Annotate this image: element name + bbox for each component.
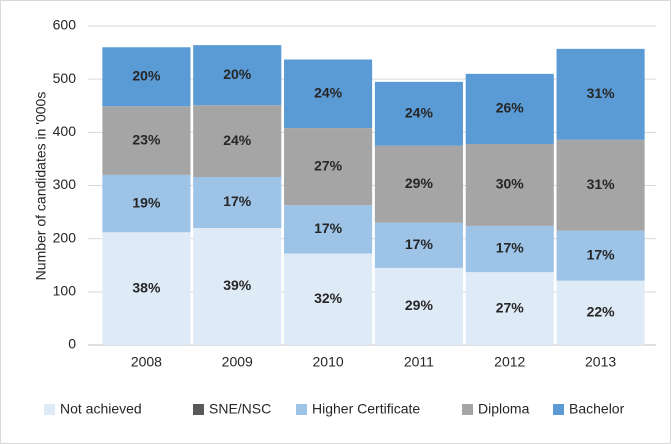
legend-swatch bbox=[553, 404, 564, 415]
data-label: 22% bbox=[587, 304, 616, 320]
legend-label: Diploma bbox=[478, 401, 530, 417]
data-label: 30% bbox=[496, 176, 525, 192]
bar-segment bbox=[465, 225, 554, 273]
legend-swatch bbox=[462, 404, 473, 415]
data-label: 24% bbox=[405, 104, 434, 120]
bar-segment bbox=[374, 81, 463, 146]
data-label: 29% bbox=[405, 175, 434, 191]
data-label: 27% bbox=[314, 157, 343, 173]
y-tick-label: 400 bbox=[53, 123, 77, 139]
bar-segment bbox=[284, 128, 373, 206]
x-tick-label: 2009 bbox=[222, 354, 253, 370]
bar-segment bbox=[284, 253, 373, 345]
bar-segment bbox=[102, 174, 191, 233]
y-tick-label: 0 bbox=[68, 336, 76, 352]
bar-segment bbox=[193, 105, 282, 177]
legend-swatch bbox=[44, 404, 55, 415]
data-label: 38% bbox=[132, 279, 161, 295]
bar-segment bbox=[102, 47, 191, 107]
y-axis-title: Number of candidates in '000s bbox=[33, 92, 49, 281]
bar-segment bbox=[465, 144, 554, 226]
y-tick-label: 200 bbox=[53, 229, 77, 245]
bar-segment bbox=[465, 272, 554, 345]
bar-segment bbox=[193, 45, 282, 106]
y-tick-label: 300 bbox=[53, 176, 77, 192]
data-label: 31% bbox=[587, 85, 616, 101]
x-tick-label: 2010 bbox=[313, 354, 344, 370]
data-label: 26% bbox=[496, 100, 525, 116]
bar-segment bbox=[102, 232, 191, 345]
legend-label: Not achieved bbox=[60, 401, 142, 417]
data-label: 19% bbox=[132, 194, 161, 210]
data-label: 29% bbox=[405, 297, 434, 313]
legend-swatch bbox=[193, 404, 204, 415]
bar-segment bbox=[556, 280, 645, 345]
bar-segment bbox=[102, 106, 191, 175]
bar-segment bbox=[374, 145, 463, 223]
y-tick-label: 600 bbox=[53, 17, 77, 33]
x-tick-label: 2012 bbox=[494, 354, 525, 370]
legend-label: Higher Certificate bbox=[312, 401, 420, 417]
data-label: 20% bbox=[132, 67, 161, 83]
bar-segment bbox=[556, 48, 645, 140]
bar-segment bbox=[284, 59, 373, 129]
legend-label: SNE/NSC bbox=[209, 401, 271, 417]
data-label: 24% bbox=[223, 132, 252, 148]
data-label: 17% bbox=[587, 246, 616, 262]
data-label: 17% bbox=[223, 193, 252, 209]
data-label: 17% bbox=[496, 240, 525, 256]
data-label: 27% bbox=[496, 299, 525, 315]
data-label: 39% bbox=[223, 277, 252, 293]
bar-segment bbox=[556, 139, 645, 231]
bar-segment bbox=[193, 228, 282, 345]
data-label: 17% bbox=[405, 236, 434, 252]
x-tick-label: 2008 bbox=[131, 354, 162, 370]
bar-segment bbox=[374, 222, 463, 268]
data-label: 20% bbox=[223, 66, 252, 82]
legend-swatch bbox=[296, 404, 307, 415]
bar-segment bbox=[193, 176, 282, 229]
data-label: 24% bbox=[314, 84, 343, 100]
bar-segment bbox=[465, 73, 554, 145]
y-tick-label: 100 bbox=[53, 283, 77, 299]
y-tick-label: 500 bbox=[53, 70, 77, 86]
data-label: 23% bbox=[132, 131, 161, 147]
bar-segment bbox=[284, 205, 373, 254]
legend-label: Bachelor bbox=[569, 401, 625, 417]
data-label: 17% bbox=[314, 220, 343, 236]
x-tick-label: 2011 bbox=[404, 354, 434, 370]
bar-segment bbox=[374, 267, 463, 345]
x-tick-label: 2013 bbox=[585, 354, 616, 370]
data-label: 31% bbox=[587, 176, 616, 192]
data-label: 32% bbox=[314, 290, 343, 306]
bar-segment bbox=[556, 230, 645, 281]
